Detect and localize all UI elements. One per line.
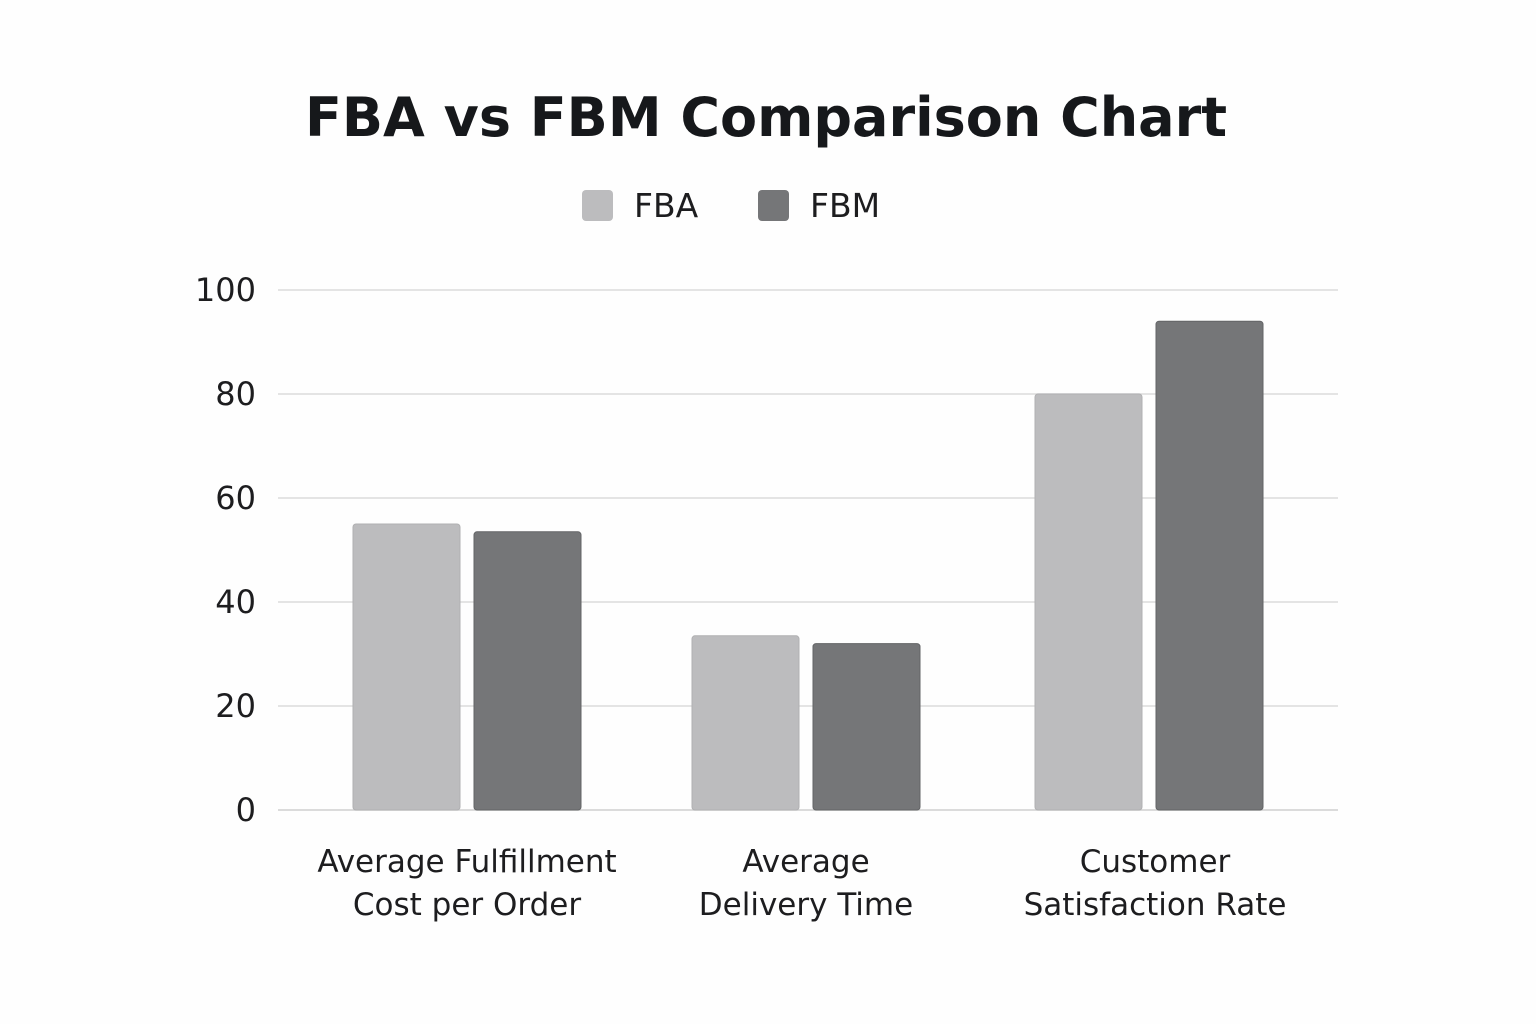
y-tick-label: 40: [215, 583, 256, 621]
x-axis-category-labels: Average Fulfillment Cost per Order Average…: [317, 844, 1286, 923]
legend-swatch-fbm: [758, 190, 789, 221]
bar-fbm-3: [1155, 320, 1264, 811]
legend-label-fba: FBA: [634, 186, 699, 225]
chart-title: FBA vs FBM Comparison Chart: [305, 86, 1227, 149]
category-label: Average Delivery Time: [699, 844, 913, 923]
bar-fbm-2: [812, 643, 921, 811]
category-label: Customer Satisfaction Rate: [1024, 844, 1287, 923]
bar-fba-1: [352, 523, 461, 811]
bars: [352, 320, 1264, 811]
y-tick-label: 60: [215, 479, 256, 517]
y-tick-label: 20: [215, 687, 256, 725]
bar-fba-2: [691, 635, 800, 811]
legend-label-fbm: FBM: [810, 186, 880, 225]
legend-swatch-fba: [582, 190, 613, 221]
y-tick-label: 0: [236, 791, 256, 829]
y-axis-tick-labels: 0 20 40 60 80 100: [195, 271, 256, 829]
bar-fbm-1: [473, 531, 582, 811]
category-label: Average Fulfillment Cost per Order: [317, 844, 616, 923]
bar-fba-3: [1034, 393, 1143, 811]
legend: FBA FBM: [582, 186, 880, 225]
y-tick-label: 80: [215, 375, 256, 413]
y-tick-label: 100: [195, 271, 256, 309]
